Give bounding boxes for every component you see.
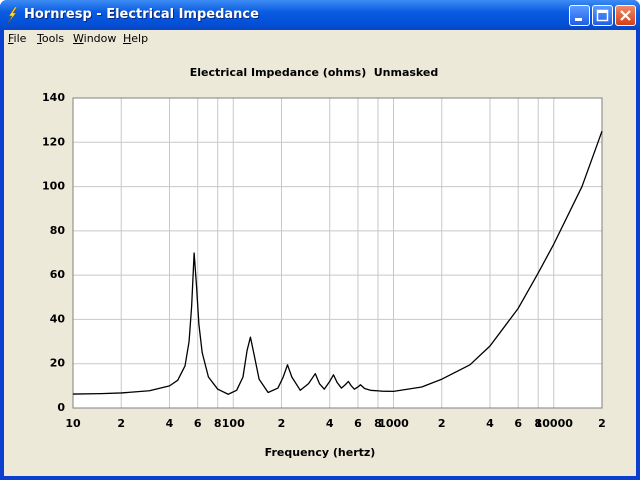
- window-title: Hornresp - Electrical Impedance: [24, 7, 259, 22]
- x-tick-label: 4: [166, 417, 174, 430]
- y-tick-label: 140: [42, 91, 65, 104]
- x-tick-label: 6: [354, 417, 362, 430]
- x-tick-label: 2: [117, 417, 125, 430]
- x-tick-label: 2: [598, 417, 606, 430]
- minimize-button[interactable]: [569, 5, 590, 26]
- menu-item[interactable]: File: [8, 32, 27, 45]
- x-axis-label: Frequency (hertz): [265, 446, 376, 459]
- plot-border: [72, 97, 603, 409]
- chart-subtitle: Unmasked: [374, 66, 439, 79]
- x-tick-label: 8: [374, 417, 382, 430]
- x-tick-label: 8: [214, 417, 222, 430]
- menu-item[interactable]: Tools: [37, 32, 65, 45]
- menu-item[interactable]: Window: [73, 32, 117, 45]
- y-tick-label: 20: [50, 357, 66, 370]
- chart: Electrical Impedance (ohms) Unmasked Fre…: [42, 66, 606, 459]
- y-tick-label: 120: [42, 135, 65, 148]
- maximize-button[interactable]: [592, 5, 613, 26]
- y-tick-label: 80: [50, 224, 66, 237]
- x-tick-label: 2: [438, 417, 446, 430]
- x-tick-label: 10: [65, 417, 81, 430]
- client-area: File Tools Window Help Electrical Impedance…: [4, 30, 636, 476]
- x-tick-label: 6: [194, 417, 202, 430]
- title-bar: Hornresp - Electrical Impedance: [0, 0, 640, 30]
- x-tick-label: 4: [326, 417, 334, 430]
- app-icon: [7, 7, 18, 23]
- menu-bar: File Tools Window Help: [4, 30, 636, 48]
- x-tick-label: 10000: [535, 417, 574, 430]
- close-icon: [620, 10, 631, 21]
- minimize-icon: [575, 18, 582, 21]
- y-tick-label: 40: [50, 312, 66, 325]
- x-tick-label: 100: [222, 417, 245, 430]
- impedance-line: [72, 130, 603, 395]
- x-tick-label: 8: [534, 417, 542, 430]
- chart-title: Electrical Impedance (ohms): [190, 66, 367, 79]
- plot-area: [73, 98, 602, 408]
- close-button[interactable]: [615, 5, 636, 26]
- x-tick-label: 4: [486, 417, 494, 430]
- x-tick-label: 1000: [378, 417, 409, 430]
- x-tick-label: 6: [514, 417, 522, 430]
- x-tick-label: 2: [278, 417, 286, 430]
- y-tick-label: 100: [42, 180, 65, 193]
- maximize-icon: [596, 9, 609, 22]
- y-tick-label: 0: [57, 401, 65, 414]
- menu-item[interactable]: Help: [123, 32, 149, 45]
- y-tick-label: 60: [50, 268, 66, 281]
